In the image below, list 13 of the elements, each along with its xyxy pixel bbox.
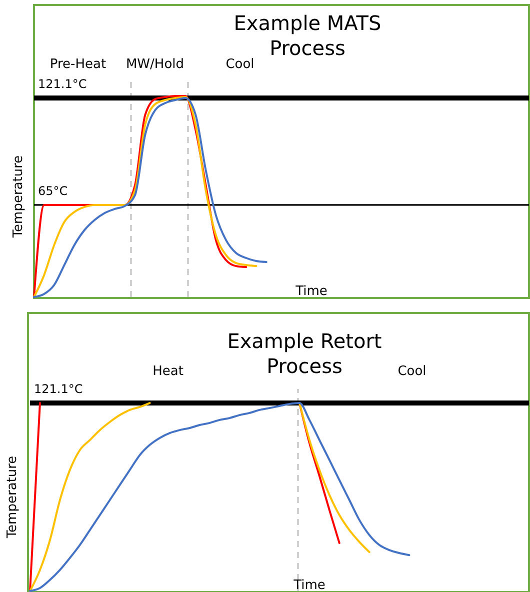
y-axis-title: Temperature (5, 456, 20, 540)
text: Cool (398, 364, 426, 379)
ref-line-label: 65°C (38, 184, 68, 198)
text: Cool (226, 57, 254, 72)
text: Pre-Heat (50, 57, 106, 72)
x-axis-title: Time (294, 284, 328, 299)
ref-line-label: 121.1°C (34, 382, 83, 396)
chart-title: Example Retort Process (227, 329, 382, 378)
y-axis-title: Temperature (11, 155, 26, 239)
text: MW/Hold (126, 57, 184, 72)
x-axis-title: Time (292, 578, 326, 592)
ref-line-label: 121.1°C (38, 77, 87, 92)
text: Heat (152, 364, 184, 379)
